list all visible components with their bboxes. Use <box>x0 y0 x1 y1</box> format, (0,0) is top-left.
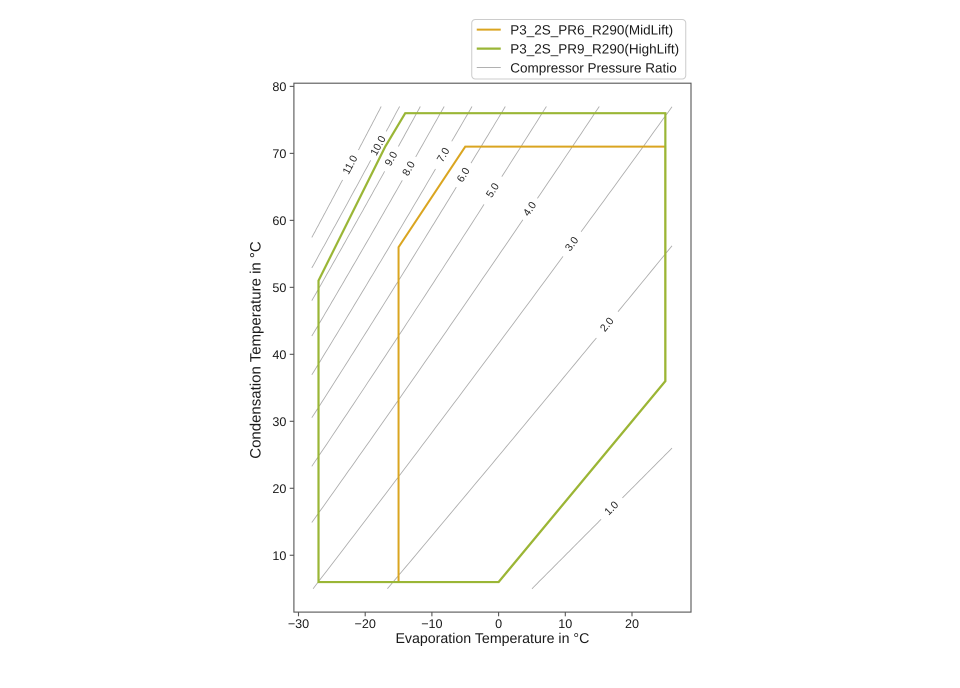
svg-text:40: 40 <box>272 348 286 362</box>
svg-text:−30: −30 <box>288 617 309 631</box>
svg-text:30: 30 <box>272 415 286 429</box>
svg-text:10: 10 <box>272 549 286 563</box>
svg-text:Evaporation Temperature in °C: Evaporation Temperature in °C <box>395 631 589 647</box>
svg-text:−20: −20 <box>355 617 376 631</box>
svg-text:Compressor Pressure Ratio: Compressor Pressure Ratio <box>510 60 677 75</box>
svg-text:−10: −10 <box>421 617 442 631</box>
svg-text:80: 80 <box>272 80 286 94</box>
svg-text:Condensation Temperature in °C: Condensation Temperature in °C <box>248 241 265 459</box>
svg-text:P3_2S_PR9_R290(HighLift): P3_2S_PR9_R290(HighLift) <box>510 41 679 56</box>
svg-text:0: 0 <box>495 617 502 631</box>
svg-text:10: 10 <box>558 617 572 631</box>
svg-text:20: 20 <box>272 482 286 496</box>
svg-text:P3_2S_PR6_R290(MidLift): P3_2S_PR6_R290(MidLift) <box>510 22 673 37</box>
svg-text:20: 20 <box>625 617 639 631</box>
svg-text:50: 50 <box>272 281 286 295</box>
svg-text:60: 60 <box>272 214 286 228</box>
svg-text:70: 70 <box>272 147 286 161</box>
